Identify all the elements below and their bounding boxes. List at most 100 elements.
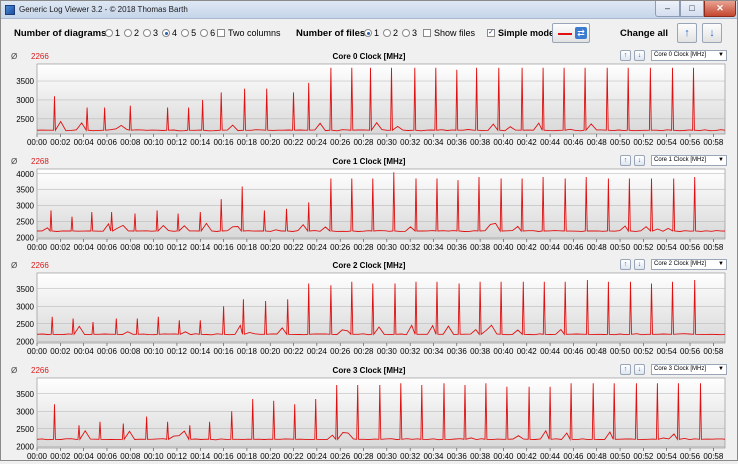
down-arrow-icon: ↓ xyxy=(637,52,642,59)
up-arrow-icon: ↑ xyxy=(684,27,690,39)
x-tick-label: 00:08 xyxy=(120,452,141,461)
down-arrow-icon: ↓ xyxy=(637,157,642,164)
x-tick-label: 00:48 xyxy=(587,452,608,461)
panel-down-button[interactable]: ↓ xyxy=(634,50,645,61)
panel-down-button[interactable]: ↓ xyxy=(634,155,645,166)
simple-mode-checkbox[interactable]: ✓ Simple mode xyxy=(487,28,554,38)
two-columns-checkbox[interactable]: Two columns xyxy=(217,28,281,38)
sensor-select[interactable]: Core 2 Clock [MHz] ▼ xyxy=(651,259,727,270)
line-chart[interactable]: 2000 2500 3000 3500 4000 00:00 00:02 00:04 00:06… xyxy=(3,168,735,255)
change-all-label: Change all xyxy=(620,28,669,39)
x-tick-label: 00:04 xyxy=(74,243,95,252)
files-radio-1[interactable]: 1 xyxy=(364,28,379,38)
x-tick-label: 00:58 xyxy=(703,452,724,461)
diagrams-radio-2[interactable]: 2 xyxy=(124,28,139,38)
line-chart[interactable]: 2500 3000 3500 00:00 00:02 00:04 00:06 00:08 00:… xyxy=(3,63,735,150)
files-radio-2[interactable]: 2 xyxy=(383,28,398,38)
two-columns-box[interactable] xyxy=(217,29,225,37)
up-arrow-icon: ↑ xyxy=(623,366,628,373)
y-tick-label: 2000 xyxy=(16,442,34,451)
diagrams-radio-circle[interactable] xyxy=(124,29,133,37)
x-tick-label: 00:16 xyxy=(214,452,235,461)
minimize-button[interactable]: – xyxy=(655,1,680,17)
x-tick-label: 00:24 xyxy=(307,138,328,147)
files-radio-circle[interactable] xyxy=(383,29,392,37)
diagrams-radio-6[interactable]: 6 xyxy=(200,28,215,38)
x-tick-label: 00:14 xyxy=(190,452,211,461)
diagrams-radio-circle[interactable] xyxy=(181,29,190,37)
panel-up-button[interactable]: ↑ xyxy=(620,364,631,375)
average-symbol: Ø xyxy=(11,157,18,166)
line-chart[interactable]: 2000 2500 3000 3500 00:00 00:02 00:04 00:06 00:0… xyxy=(3,272,735,359)
x-tick-label: 00:34 xyxy=(423,347,444,356)
diagrams-radio-5[interactable]: 5 xyxy=(181,28,196,38)
diagrams-radio-circle[interactable] xyxy=(105,29,113,37)
x-tick-label: 00:00 xyxy=(27,243,48,252)
diagrams-radio-1[interactable]: 1 xyxy=(105,28,120,38)
x-tick-label: 00:58 xyxy=(703,243,724,252)
x-tick-label: 00:50 xyxy=(610,452,631,461)
diagram-panel: Ø 2266 Core 3 Clock [MHz] ↑ ↓ Core 3 Clock [M… xyxy=(3,363,735,464)
chevron-down-icon: ▼ xyxy=(718,261,724,267)
average-symbol: Ø xyxy=(11,261,18,270)
close-button[interactable]: ✕ xyxy=(704,1,736,17)
files-radio-circle[interactable] xyxy=(364,29,372,37)
x-tick-label: 00:54 xyxy=(657,138,678,147)
x-tick-label: 00:02 xyxy=(50,347,71,356)
y-tick-label: 3500 xyxy=(16,390,34,399)
diagrams-radio-4[interactable]: 4 xyxy=(162,28,177,38)
x-tick-label: 00:16 xyxy=(214,243,235,252)
files-radio-circle[interactable] xyxy=(402,29,411,37)
line-chart[interactable]: 2000 2500 3000 3500 00:00 00:02 00:04 00:06 00:0… xyxy=(3,377,735,464)
y-tick-label: 4000 xyxy=(16,170,34,179)
show-files-checkbox[interactable]: Show files xyxy=(423,28,475,38)
two-columns-label: Two columns xyxy=(228,28,281,38)
x-tick-label: 00:34 xyxy=(423,138,444,147)
x-tick-label: 00:12 xyxy=(167,347,188,356)
average-value: 2266 xyxy=(31,52,49,61)
title-bar[interactable]: Generic Log Viewer 3.2 - © 2018 Thomas B… xyxy=(1,1,737,19)
show-files-box[interactable] xyxy=(423,29,431,37)
x-tick-label: 00:04 xyxy=(74,347,95,356)
panel-down-button[interactable]: ↓ xyxy=(634,364,645,375)
panel-up-button[interactable]: ↑ xyxy=(620,50,631,61)
diagrams-radio-circle[interactable] xyxy=(200,29,209,37)
x-tick-label: 00:12 xyxy=(167,452,188,461)
y-tick-label: 2000 xyxy=(16,337,34,346)
plot-area xyxy=(36,168,726,240)
maximize-button[interactable]: □ xyxy=(680,1,704,17)
change-all-up-button[interactable]: ↑ xyxy=(677,23,697,43)
diagram-title: Core 3 Clock [MHz] xyxy=(332,366,406,375)
diagrams-radio-circle[interactable] xyxy=(143,29,152,37)
x-tick-label: 00:14 xyxy=(190,347,211,356)
panel-up-button[interactable]: ↑ xyxy=(620,259,631,270)
sensor-select[interactable]: Core 3 Clock [MHz] ▼ xyxy=(651,364,727,375)
chart-svg: 2000 2500 3000 3500 00:00 00:02 00:04 00:06 00:0… xyxy=(16,272,726,356)
x-tick-label: 00:30 xyxy=(377,243,398,252)
diagrams-radio-label: 6 xyxy=(210,28,216,38)
panel-down-button[interactable]: ↓ xyxy=(634,259,645,270)
x-tick-label: 00:02 xyxy=(50,243,71,252)
x-tick-label: 00:30 xyxy=(377,138,398,147)
files-radio-3[interactable]: 3 xyxy=(402,28,417,38)
x-tick-label: 00:36 xyxy=(447,452,468,461)
x-tick-label: 00:08 xyxy=(120,243,141,252)
x-tick-label: 00:36 xyxy=(447,138,468,147)
simple-mode-box[interactable]: ✓ xyxy=(487,29,495,37)
change-all-down-button[interactable]: ↓ xyxy=(702,23,722,43)
x-tick-label: 00:44 xyxy=(540,452,561,461)
x-tick-label: 00:32 xyxy=(400,138,421,147)
x-tick-label: 00:58 xyxy=(703,347,724,356)
line-color-button[interactable]: ⇄ xyxy=(552,23,590,43)
sensor-select-value: Core 3 Clock [MHz] xyxy=(654,366,707,372)
sensor-select[interactable]: Core 1 Clock [MHz] ▼ xyxy=(651,155,727,166)
diagrams-radio-3[interactable]: 3 xyxy=(143,28,158,38)
chart-svg: 2000 2500 3000 3500 00:00 00:02 00:04 00:06 00:0… xyxy=(16,377,726,461)
x-tick-label: 00:44 xyxy=(540,243,561,252)
panel-up-button[interactable]: ↑ xyxy=(620,155,631,166)
average-symbol: Ø xyxy=(11,366,18,375)
diagrams-radio-circle[interactable] xyxy=(162,29,171,37)
sensor-select[interactable]: Core 0 Clock [MHz] ▼ xyxy=(651,50,727,61)
series-line xyxy=(36,67,726,132)
